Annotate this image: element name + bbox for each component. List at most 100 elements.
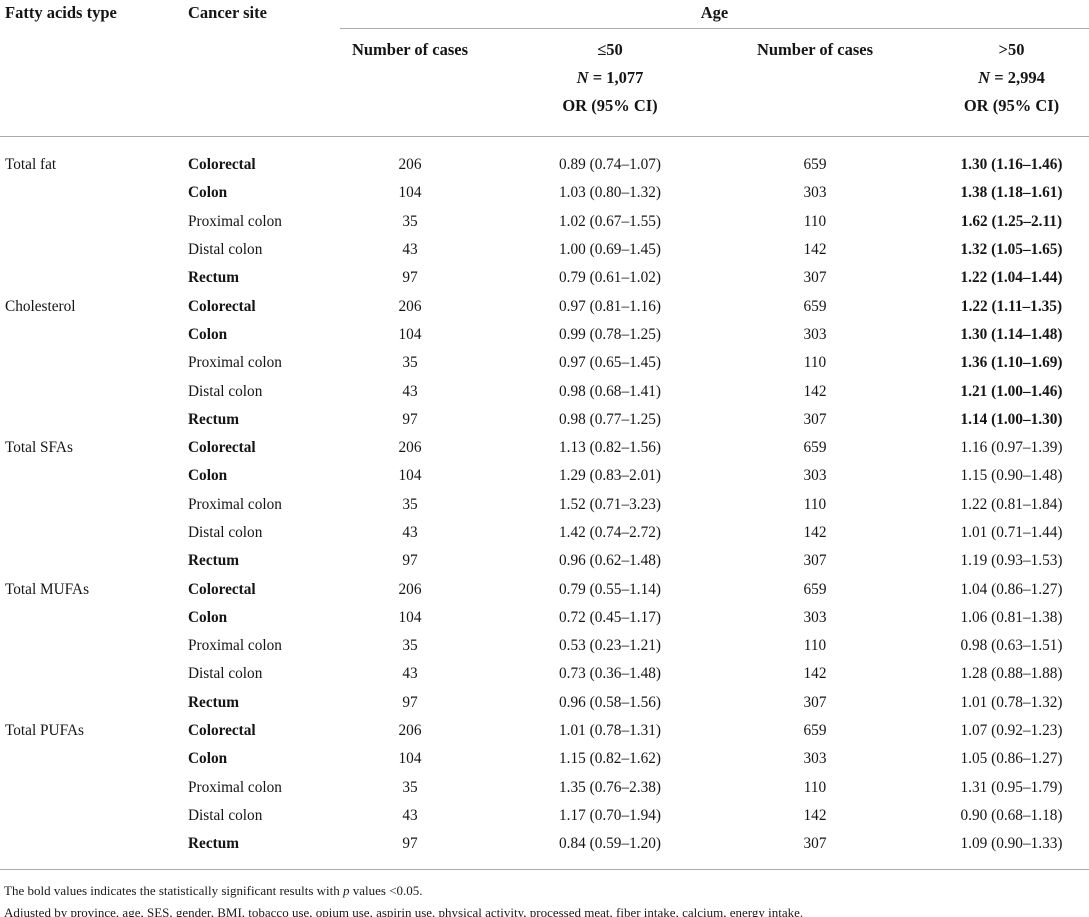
- cancer-site-cell: Colorectal: [188, 439, 256, 457]
- cases-gt50-cell: 110: [803, 354, 827, 372]
- or-gt50-cell: 1.28 (0.88–1.88): [960, 665, 1063, 683]
- fatty-acid-cell: [0, 264, 183, 292]
- table-row: Distal colon 43 1.17 (0.70–1.94) 142 0.90 (0…: [0, 801, 1089, 829]
- cancer-site-cell: Distal colon: [188, 241, 263, 259]
- or-gt50-cell: 1.22 (0.81–1.84): [960, 495, 1063, 513]
- cancer-site-cell: Proximal colon: [188, 212, 282, 230]
- cancer-site-cell: Colorectal: [188, 580, 256, 598]
- cases-le50-cell: 43: [402, 241, 418, 259]
- cases-gt50-cell: 142: [803, 524, 827, 541]
- cancer-site-cell: Colon: [188, 184, 228, 202]
- fatty-acid-cell: Cholesterol: [5, 297, 76, 315]
- cancer-site-cell: Colon: [188, 608, 228, 626]
- fatty-acid-cell: [0, 349, 183, 377]
- fatty-acid-cell: [0, 773, 183, 801]
- cancer-site-cell: Rectum: [188, 693, 239, 711]
- cases-le50-cell: 97: [402, 552, 418, 570]
- cases-gt50-cell: 659: [803, 156, 827, 174]
- or-le50-cell: 0.79 (0.55–1.14): [559, 580, 661, 598]
- or-gt50-cell: 1.19 (0.93–1.53): [960, 552, 1063, 570]
- or-le50-cell: 0.97 (0.65–1.45): [559, 354, 661, 372]
- or-gt50-cell: 1.06 (0.81–1.38): [960, 608, 1063, 626]
- col-header-fatty-acids-type: Fatty acids type: [0, 0, 183, 137]
- fatty-acid-cell: [0, 207, 183, 235]
- cases-le50-cell: 35: [402, 637, 418, 655]
- fatty-acid-cell: [0, 745, 183, 773]
- cancer-site-cell: Proximal colon: [188, 354, 282, 372]
- cases-gt50-cell: 142: [803, 241, 827, 259]
- col-header-cases-gt50: Number of cases: [740, 28, 890, 137]
- cases-gt50-cell: 142: [803, 665, 827, 683]
- or-gt50-cell: 0.90 (0.68–1.18): [960, 806, 1063, 824]
- or-le50-cell: 1.03 (0.80–1.32): [559, 184, 661, 202]
- cases-gt50-cell: 307: [803, 410, 827, 428]
- cases-le50-cell: 97: [340, 829, 480, 870]
- table-row: Proximal colon 35 0.97 (0.65–1.45) 110 1.36 …: [0, 349, 1089, 377]
- cases-le50-cell: 35: [402, 354, 418, 372]
- cases-le50-cell: 97: [402, 269, 418, 287]
- cases-gt50-cell: 303: [803, 750, 827, 768]
- or-le50-cell: 1.02 (0.67–1.55): [559, 212, 661, 230]
- cancer-site-cell: Rectum: [188, 410, 239, 428]
- header-row-top: Fatty acids type Cancer site Age: [0, 0, 1089, 137]
- cases-gt50-cell: 659: [803, 297, 827, 315]
- or-gt50-cell: 1.31 (0.95–1.79): [960, 778, 1063, 796]
- le50-label: ≤50: [597, 39, 623, 59]
- cancer-site-cell: Rectum: [183, 829, 340, 870]
- fatty-acid-cell: Total PUFAs: [5, 722, 84, 740]
- or-gt50-cell: 1.62 (1.25–2.11): [960, 212, 1063, 230]
- cases-le50-cell: 35: [402, 212, 418, 230]
- cancer-site-cell: Distal colon: [188, 665, 263, 683]
- cases-le50-cell: 104: [398, 750, 422, 768]
- col-header-cases-le50: Number of cases: [340, 28, 480, 137]
- or-gt50-cell: 1.38 (1.18–1.61): [960, 184, 1063, 202]
- cases-gt50-cell: 303: [803, 608, 827, 626]
- cases-le50-cell: 206: [398, 156, 422, 174]
- cancer-site-cell: Colon: [188, 467, 228, 485]
- footnote-adjustment: Adjusted by province, age, SES, gender, …: [4, 905, 804, 917]
- cases-gt50-cell: 659: [803, 439, 827, 457]
- or-gt50-cell: 1.30 (1.14–1.48): [960, 325, 1063, 343]
- table-row: Total SFAs Colorectal 206 1.13 (0.82–1.56) 6…: [0, 433, 1089, 461]
- fatty-acid-cell: [0, 377, 183, 405]
- fatty-acid-cell: [0, 405, 183, 433]
- or-le50-cell: 1.42 (0.74–2.72): [559, 524, 661, 541]
- cases-le50-cell: 104: [398, 184, 422, 202]
- gt50-n: N = 2,994: [978, 67, 1045, 87]
- table-row: Proximal colon 35 1.02 (0.67–1.55) 110 1.62 …: [0, 207, 1089, 235]
- cancer-site-cell: Distal colon: [188, 524, 263, 541]
- or-le50-cell: 0.72 (0.45–1.17): [559, 608, 661, 626]
- cases-le50-cell: 43: [402, 382, 418, 400]
- cancer-site-cell: Rectum: [188, 552, 239, 570]
- table-row: Colon 104 0.99 (0.78–1.25) 303 1.30 (1.14–1.…: [0, 320, 1089, 348]
- cases-le50-cell: 35: [402, 778, 418, 796]
- cases-le50-cell: 97: [402, 693, 418, 711]
- fatty-acid-cell: [0, 603, 183, 631]
- or-gt50-cell: 1.30 (1.16–1.46): [960, 156, 1063, 174]
- cases-gt50-cell: 659: [803, 722, 827, 740]
- or-le50-cell: 1.35 (0.76–2.38): [559, 778, 661, 796]
- cases-le50-cell: 104: [398, 608, 422, 626]
- cases-gt50-cell: 303: [803, 467, 827, 485]
- or-gt50-cell: 0.98 (0.63–1.51): [960, 637, 1063, 655]
- or-le50-cell: 1.15 (0.82–1.62): [559, 750, 661, 768]
- or-le50-cell: 1.00 (0.69–1.45): [559, 241, 661, 259]
- table-row: Rectum 97 0.79 (0.61–1.02) 307 1.22 (1.04–1.…: [0, 264, 1089, 292]
- fatty-acid-cell: [0, 660, 183, 688]
- or-gt50-cell: 1.09 (0.90–1.33): [890, 829, 1089, 870]
- or-gt50-cell: 1.22 (1.04–1.44): [960, 269, 1063, 287]
- or-le50-cell: 0.53 (0.23–1.21): [559, 637, 661, 655]
- or-le50-cell: 0.98 (0.77–1.25): [559, 410, 661, 428]
- or-gt50-cell: 1.05 (0.86–1.27): [960, 750, 1063, 768]
- or-le50-cell: 0.99 (0.78–1.25): [559, 325, 661, 343]
- or-le50-cell: 1.13 (0.82–1.56): [559, 439, 661, 457]
- or-gt50-cell: 1.21 (1.00–1.46): [960, 382, 1063, 400]
- fatty-acid-cell: [0, 490, 183, 518]
- or-le50-cell: 0.96 (0.62–1.48): [559, 552, 661, 570]
- or-gt50-cell: 1.36 (1.10–1.69): [960, 354, 1063, 372]
- table-row: Rectum 97 0.96 (0.62–1.48) 307 1.19 (0.93–1.…: [0, 547, 1089, 575]
- or-le50-cell: 0.79 (0.61–1.02): [559, 269, 661, 287]
- col-header-or-gt50: >50 N = 2,994 OR (95% CI): [890, 28, 1089, 137]
- cases-le50-cell: 35: [402, 495, 418, 513]
- table-body: Total fat Colorectal 206 0.89 (0.74–1.07) 65…: [0, 136, 1089, 870]
